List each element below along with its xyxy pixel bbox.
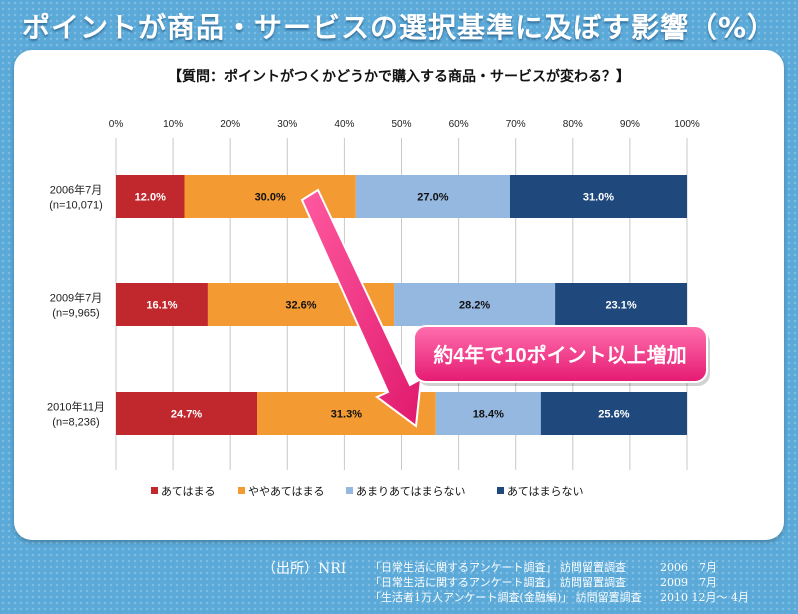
category-sample-size: (n=10,071) xyxy=(49,200,103,212)
category-sample-size: (n=8,236) xyxy=(52,417,99,429)
category-label: 2009年7月 xyxy=(50,291,103,305)
legend-label: ややあてはまる xyxy=(248,485,325,498)
data-label: 31.0% xyxy=(583,192,614,204)
data-label: 18.4% xyxy=(473,409,504,421)
category-label: 2010年11月 xyxy=(47,400,105,414)
data-label: 31.3% xyxy=(331,409,362,421)
source-survey: 「生活者1万人アンケート調査(金融編)」 訪問留置調査 xyxy=(370,591,642,604)
legend-swatch xyxy=(151,487,158,494)
x-tick-label: 60% xyxy=(449,119,469,130)
y-axis-categories: 2006年7月 (n=10,071) 2009年7月 (n=9,965) 2010年11… xyxy=(47,183,105,429)
bar-segment xyxy=(540,392,687,435)
callout-box xyxy=(413,325,708,383)
callout-text: 約4年で10ポイント以上増加 xyxy=(433,343,686,367)
annotation-arrow: 約4年で10ポイント以上増加 xyxy=(300,188,710,428)
bar-segment xyxy=(355,175,510,218)
legend-swatch xyxy=(346,487,353,494)
source-line-2: 「日常生活に関するアンケート調査」 訪問留置調査 2009 7月 xyxy=(370,574,717,590)
source-date: 2009 7月 xyxy=(660,576,717,589)
x-tick-label: 20% xyxy=(220,119,240,130)
bar-segment xyxy=(116,175,185,218)
source-survey: 「日常生活に関するアンケート調査」 訪問留置調査 xyxy=(370,561,627,574)
chart-title: 【質問：ポイントがつくかどうかで購入する商品・サービスが変わる？】 xyxy=(168,69,630,85)
source-date: 2006 7月 xyxy=(660,561,717,574)
x-tick-label: 80% xyxy=(563,119,583,130)
data-label: 23.1% xyxy=(605,300,636,312)
legend-swatch xyxy=(238,487,245,494)
bar-segment xyxy=(555,283,687,326)
x-tick-label: 30% xyxy=(277,119,297,130)
legend: あてはまる ややあてはまる あまりあてはまらない あてはまらない xyxy=(151,485,584,498)
x-tick-label: 70% xyxy=(506,119,526,130)
legend-label: あまりあてはまらない xyxy=(356,485,466,498)
x-tick-label: 0% xyxy=(109,119,124,130)
source-line-3: 「生活者1万人アンケート調査(金融編)」 訪問留置調査 2010 12月～ 4月 xyxy=(370,589,749,605)
legend-label: あてはまる xyxy=(161,485,216,498)
source-prefix: （出所）NRI xyxy=(262,561,347,577)
bars: 12.0% 30.0% 27.0% 31.0% 16.1% 32.6% 28.2% 23.1%… xyxy=(116,175,687,435)
source-survey: 「日常生活に関するアンケート調査」 訪問留置調査 xyxy=(370,576,627,589)
data-label: 27.0% xyxy=(417,192,448,204)
data-label: 25.6% xyxy=(598,409,629,421)
x-axis-ticks: 0% 10% 20% 30% 40% 50% 60% 70% 80% 90% 100% xyxy=(109,119,700,130)
data-label: 32.6% xyxy=(285,300,316,312)
trend-arrow xyxy=(300,188,423,428)
source-line-1: 「日常生活に関するアンケート調査」 訪問留置調査 2006 7月 xyxy=(370,559,717,575)
data-label: 16.1% xyxy=(146,300,177,312)
source-date: 2010 12月～ 4月 xyxy=(660,591,749,604)
data-label: 28.2% xyxy=(459,300,490,312)
data-label: 24.7% xyxy=(171,409,202,421)
bar-segment xyxy=(116,283,208,326)
bar-segment xyxy=(509,175,687,218)
legend-swatch xyxy=(497,487,504,494)
bar-segment xyxy=(116,392,258,435)
x-tick-label: 40% xyxy=(334,119,354,130)
page-title: ポイントが商品・サービスの選択基準に及ぼす影響（%） xyxy=(22,11,777,44)
bar-segment xyxy=(435,392,541,435)
category-sample-size: (n=9,965) xyxy=(52,308,99,320)
data-label: 12.0% xyxy=(135,192,166,204)
x-tick-label: 10% xyxy=(163,119,183,130)
legend-label: あてはまらない xyxy=(507,485,584,498)
x-tick-label: 50% xyxy=(391,119,411,130)
bar-segment xyxy=(394,283,556,326)
category-label: 2006年7月 xyxy=(50,183,103,197)
x-tick-label: 90% xyxy=(620,119,640,130)
x-tick-label: 100% xyxy=(674,119,700,130)
data-label: 30.0% xyxy=(255,192,286,204)
